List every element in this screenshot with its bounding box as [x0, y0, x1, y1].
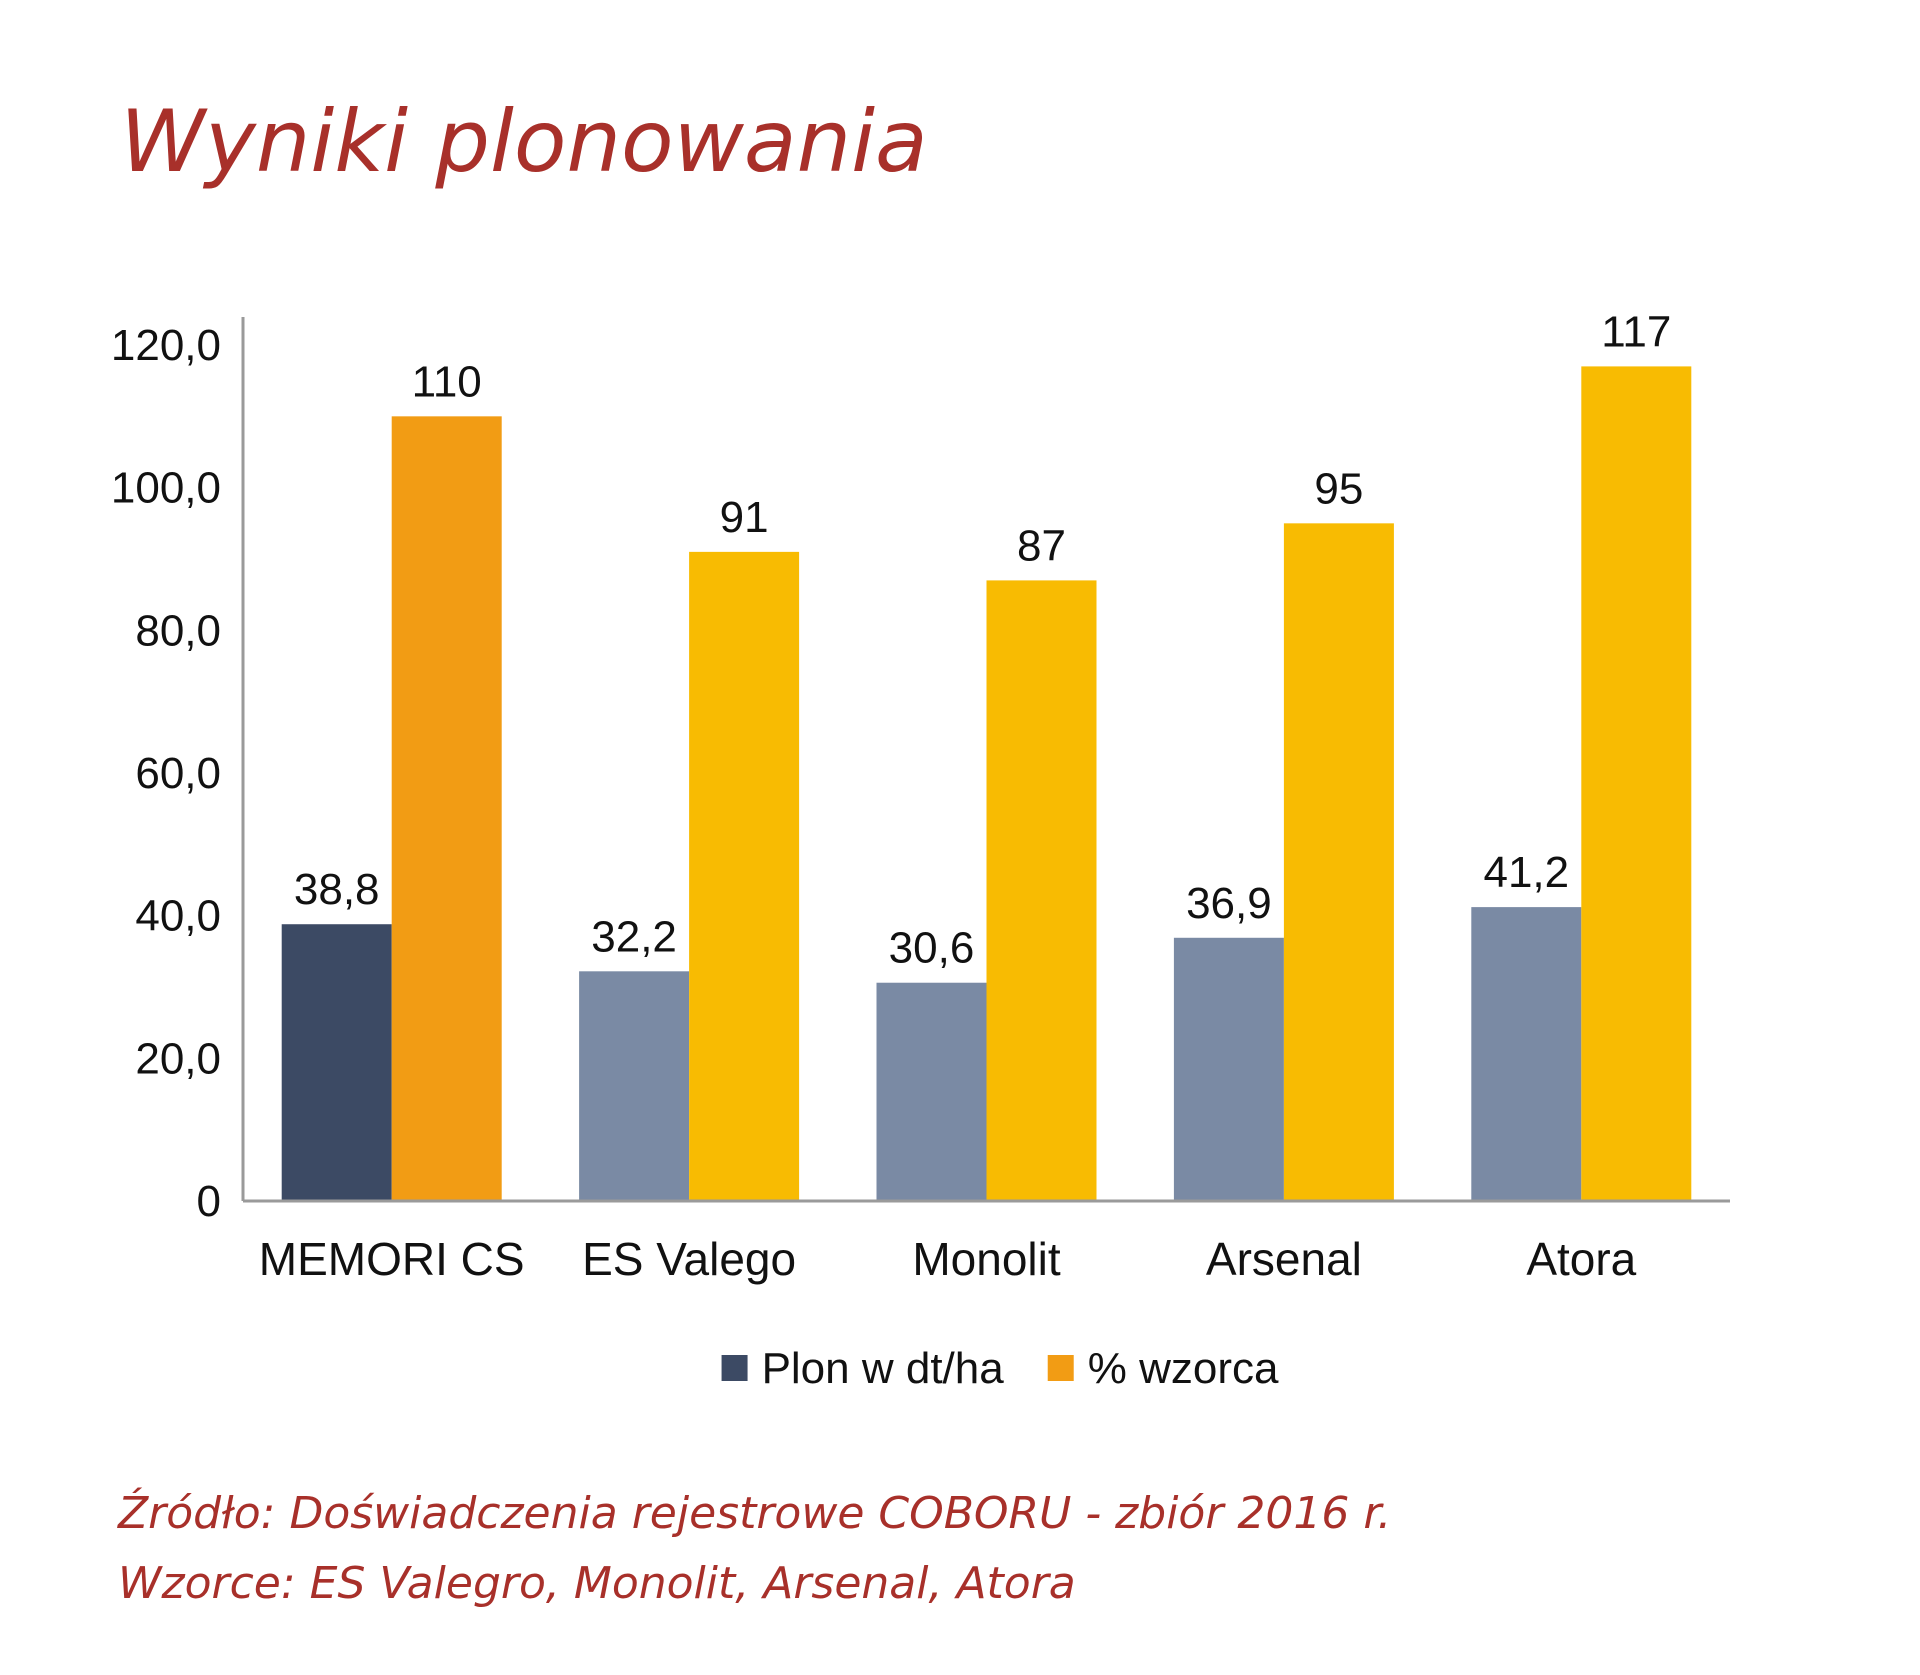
data-label-wzorca: 87	[1017, 521, 1066, 570]
bar-chart: 0 20,0 40,0 60,0 80,0 100,0 120,0 38,8 110 32,2 9…	[111, 307, 1730, 1393]
bar-wzorca	[391, 416, 502, 1201]
data-label-wzorca: 91	[720, 493, 769, 542]
y-tick-label: 60,0	[135, 749, 221, 798]
y-tick-label: 100,0	[111, 464, 221, 513]
y-tick-label: 20,0	[135, 1034, 221, 1083]
y-tick-label: 80,0	[135, 606, 221, 655]
x-category-label: ES Valego	[582, 1233, 796, 1285]
bar-wzorca	[689, 551, 800, 1201]
standards-note: Wzorce: ES Valegro, Monolit, Arsenal, At…	[118, 1558, 1076, 1609]
bar-plon	[876, 982, 987, 1201]
data-label-plon: 32,2	[591, 912, 677, 961]
bar-plon	[1173, 937, 1284, 1201]
bar-wzorca	[986, 580, 1097, 1201]
y-tick-label: 40,0	[135, 892, 221, 941]
data-label-wzorca: 110	[412, 357, 482, 406]
data-label-plon: 30,6	[889, 924, 975, 973]
legend: Plon w dt/ha % wzorca	[721, 1344, 1279, 1393]
data-labels: 38,8 110 32,2 91 30,6 87 36,9 95 41,2 117	[294, 307, 1671, 972]
source-note: Źródło: Doświadczenia rejestrowe COBORU …	[118, 1488, 1392, 1539]
x-category-label: MEMORI CS	[259, 1233, 525, 1285]
y-axis: 0 20,0 40,0 60,0 80,0 100,0 120,0	[111, 317, 245, 1226]
y-tick-label: 120,0	[111, 321, 221, 370]
legend-swatch	[1047, 1355, 1074, 1381]
data-label-plon: 38,8	[294, 865, 380, 914]
data-label-plon: 41,2	[1483, 848, 1569, 897]
data-label-plon: 36,9	[1186, 879, 1272, 928]
bar-plon	[1471, 907, 1582, 1201]
bar-wzorca	[1283, 523, 1394, 1201]
bars	[281, 366, 1692, 1201]
data-label-wzorca: 95	[1314, 464, 1363, 513]
legend-label: Plon w dt/ha	[762, 1344, 1005, 1393]
chart-title: Wyniki plonowania	[120, 92, 928, 192]
x-axis: MEMORI CS ES Valego Monolit Arsenal Atora	[243, 1199, 1730, 1285]
x-category-label: Atora	[1526, 1233, 1636, 1285]
data-label-wzorca: 117	[1601, 307, 1671, 356]
legend-swatch	[721, 1355, 748, 1381]
y-tick-label: 0	[197, 1177, 221, 1226]
legend-label: % wzorca	[1088, 1344, 1279, 1393]
bar-wzorca	[1581, 366, 1692, 1201]
bar-plon	[579, 971, 690, 1201]
x-category-label: Arsenal	[1206, 1233, 1362, 1285]
x-category-label: Monolit	[912, 1233, 1061, 1285]
bar-plon	[281, 924, 392, 1201]
